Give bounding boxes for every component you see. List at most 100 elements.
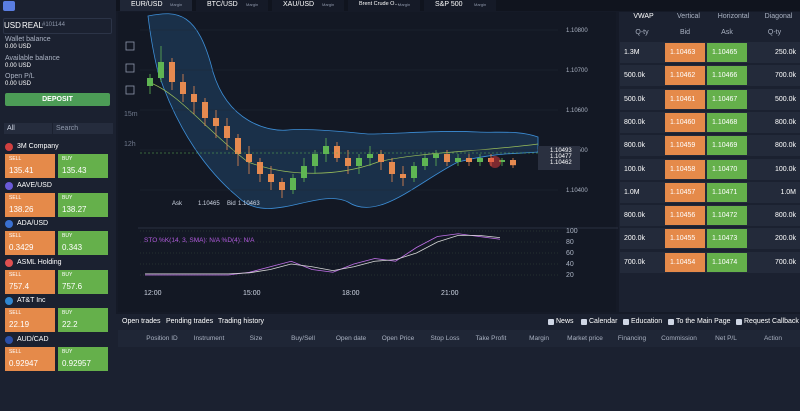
buy-button[interactable]: BUY 22.2 xyxy=(58,308,108,332)
ob-header: Q-ty xyxy=(635,29,649,36)
sell-button[interactable]: SELL 0.92947 xyxy=(5,346,55,371)
ob-bid-box[interactable] xyxy=(665,66,705,86)
tab[interactable] xyxy=(424,0,496,11)
link-icon xyxy=(548,319,554,325)
buy-button[interactable]: BUY 138.27 xyxy=(58,192,108,217)
ob-ask-box[interactable] xyxy=(707,229,747,249)
stoch-line xyxy=(145,233,501,276)
ob-bid-box[interactable] xyxy=(665,229,705,249)
tab-sub: Margin xyxy=(170,2,183,7)
bid-price: 1.10463 xyxy=(238,201,260,207)
bottom-tab[interactable]: Trading history xyxy=(218,318,265,325)
ob-qty-ask: 700.0k xyxy=(774,72,796,80)
ob-ask-box[interactable] xyxy=(707,66,747,86)
column-header: Net P/L xyxy=(715,335,737,342)
sell-button[interactable]: SELL 0.3429 xyxy=(5,231,55,255)
sell-button[interactable]: SELL 135.41 xyxy=(5,154,55,178)
ob-tab[interactable]: Diagonal xyxy=(764,13,793,20)
tab-name: BTC/USD xyxy=(207,1,238,8)
ob-ask: 1.10468 xyxy=(712,118,738,126)
bottom-tab[interactable]: Pending trades xyxy=(166,318,214,325)
instrument-icon xyxy=(5,335,13,344)
balance-value: 0.00 USD xyxy=(5,81,32,87)
sell-label: SELL xyxy=(9,233,22,239)
y-tick-label: 1.10800 xyxy=(566,28,588,34)
ob-tab[interactable]: Vertical xyxy=(677,13,700,20)
candle-body xyxy=(345,158,351,166)
ob-ask: 1.10474 xyxy=(712,258,738,266)
price-tag: 1.10477 xyxy=(550,154,572,160)
deposit-button[interactable]: DEPOSIT xyxy=(5,93,110,106)
tab-sub: Margin xyxy=(322,2,335,7)
ob-header: Q-ty xyxy=(767,29,782,36)
tab[interactable] xyxy=(120,0,192,11)
candle-body xyxy=(389,162,395,174)
sell-button[interactable]: SELL 757.4 xyxy=(5,269,55,294)
tab[interactable] xyxy=(196,0,268,11)
sell-button[interactable]: SELL 22.19 xyxy=(5,308,55,332)
buy-button[interactable]: BUY 0.343 xyxy=(58,231,108,255)
instrument-icon xyxy=(5,143,13,151)
candle-body xyxy=(257,162,263,174)
tab[interactable] xyxy=(348,0,420,11)
ob-bid-box[interactable] xyxy=(665,112,705,132)
ob-tab[interactable]: VWAP xyxy=(633,13,654,20)
stoch-tick-label: 40 xyxy=(566,261,574,268)
ob-bid-box[interactable] xyxy=(665,159,705,179)
ob-bid-box[interactable] xyxy=(665,89,705,109)
column-header: Action xyxy=(763,335,783,342)
ob-tab[interactable]: Horizontal xyxy=(717,13,750,20)
ob-qty-ask: 800.0k xyxy=(774,118,796,126)
ob-bid-box[interactable] xyxy=(665,182,705,202)
sell-price: 22.19 xyxy=(9,320,30,329)
ob-ask-box[interactable] xyxy=(707,159,747,179)
bottom-link[interactable]: To the Main Page xyxy=(676,318,731,325)
sell-button[interactable]: SELL 138.26 xyxy=(5,192,55,217)
interval: 12h xyxy=(124,141,136,148)
current-price-dot xyxy=(489,156,501,168)
bottom-link[interactable]: News xyxy=(556,318,574,325)
column-header: Financing xyxy=(617,335,647,342)
candle-body xyxy=(510,160,516,166)
buy-button[interactable]: BUY 0.92957 xyxy=(58,346,108,371)
column-header: Buy/Sell xyxy=(291,335,315,342)
candle-body xyxy=(301,166,307,178)
ob-ask-box[interactable] xyxy=(707,136,747,156)
candle-body xyxy=(477,158,483,162)
ob-ask-box[interactable] xyxy=(707,112,747,132)
link-icon xyxy=(668,319,674,325)
tab[interactable] xyxy=(272,0,344,11)
column-header: Open Price xyxy=(381,335,415,342)
bottom-tab[interactable]: Open trades xyxy=(122,318,161,325)
link-icon xyxy=(581,319,587,325)
stoch-tick-label: 60 xyxy=(566,250,574,257)
bottom-link[interactable]: Request Callback xyxy=(744,318,799,325)
indicator-label: STO %K(14, 3, SMA): N/A %D(4): N/A xyxy=(144,237,255,244)
ob-ask-box[interactable] xyxy=(707,89,747,109)
bottom-link[interactable]: Calendar xyxy=(589,318,618,325)
column-header: Size xyxy=(249,335,263,342)
ob-ask-box[interactable] xyxy=(707,206,747,226)
ob-ask-box[interactable] xyxy=(707,252,747,272)
y-tick-label: 1.10400 xyxy=(566,188,588,194)
ob-bid: 1.10457 xyxy=(670,188,696,196)
sell-label: SELL xyxy=(9,348,22,355)
ob-qty-bid: 1.0M xyxy=(624,188,640,196)
chart: 1.108001.107001.106001.105001.104001.104… xyxy=(124,13,618,297)
column-header: Commission xyxy=(661,335,697,342)
ob-bid-box[interactable] xyxy=(665,252,705,272)
ob-ask-box[interactable] xyxy=(707,182,747,202)
ob-qty-bid: 100.0k xyxy=(624,165,646,173)
ob-ask-box[interactable] xyxy=(707,43,747,62)
interval: 15m xyxy=(124,111,138,118)
ob-bid-box[interactable] xyxy=(665,206,705,226)
buy-button[interactable]: BUY 135.43 xyxy=(58,154,108,178)
column-header: Stop Loss xyxy=(430,335,460,342)
buy-button[interactable]: BUY 757.6 xyxy=(58,269,108,294)
search-input[interactable]: Search xyxy=(53,123,113,134)
ob-bid-box[interactable] xyxy=(665,43,705,62)
bottom-link[interactable]: Education xyxy=(631,318,663,325)
balance-label: Available balance xyxy=(5,55,60,62)
filter-select[interactable]: All xyxy=(4,123,52,134)
ob-bid-box[interactable] xyxy=(665,136,705,156)
